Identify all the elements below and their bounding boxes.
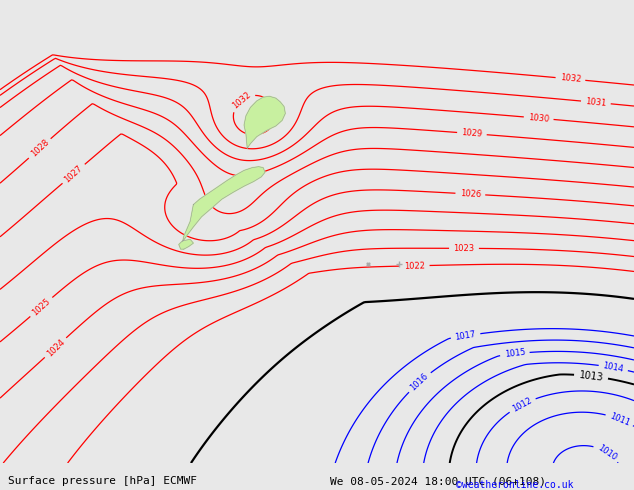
Text: 1029: 1029 xyxy=(461,128,482,139)
Text: 1032: 1032 xyxy=(231,90,252,111)
Text: Surface pressure [hPa] ECMWF: Surface pressure [hPa] ECMWF xyxy=(8,476,197,486)
Text: 1031: 1031 xyxy=(585,97,607,108)
Text: 1026: 1026 xyxy=(460,189,481,199)
Text: 1023: 1023 xyxy=(453,244,475,253)
Text: 1030: 1030 xyxy=(527,113,550,123)
Text: 1010: 1010 xyxy=(596,442,618,462)
Text: 1011: 1011 xyxy=(608,411,631,427)
Text: 1028: 1028 xyxy=(29,138,51,159)
Text: 1016: 1016 xyxy=(409,371,430,392)
Text: 1022: 1022 xyxy=(404,261,425,270)
Text: 1013: 1013 xyxy=(578,370,604,383)
Text: 1012: 1012 xyxy=(511,396,534,414)
Text: 1027: 1027 xyxy=(63,163,84,184)
Text: 1017: 1017 xyxy=(455,330,477,342)
Text: 1015: 1015 xyxy=(504,348,526,360)
Polygon shape xyxy=(179,240,193,249)
Text: 1032: 1032 xyxy=(559,74,581,84)
Text: 1014: 1014 xyxy=(602,361,624,374)
Text: 1024: 1024 xyxy=(45,337,66,358)
Polygon shape xyxy=(183,167,265,242)
Text: ©weatheronline.co.uk: ©weatheronline.co.uk xyxy=(456,480,574,490)
Text: 1025: 1025 xyxy=(30,296,52,318)
Text: We 08-05-2024 18:00 UTC (06+108): We 08-05-2024 18:00 UTC (06+108) xyxy=(330,476,546,486)
Polygon shape xyxy=(244,97,285,148)
